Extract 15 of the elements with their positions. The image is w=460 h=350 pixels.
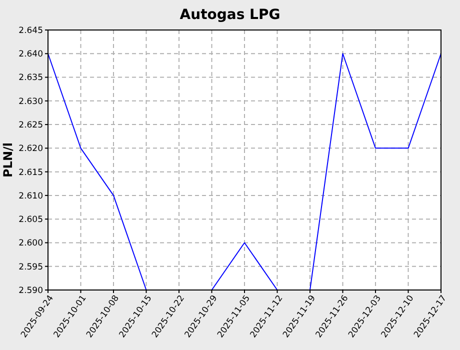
chart-title: Autogas LPG	[180, 7, 280, 23]
line-series	[48, 53, 441, 290]
y-tick-label: 2.640	[18, 50, 43, 60]
y-tick-label: 2.615	[18, 168, 43, 178]
y-tick-label: 2.620	[18, 144, 43, 154]
y-tick-label: 2.630	[18, 96, 43, 107]
y-tick-label: 2.610	[18, 191, 43, 202]
y-tick-label: 2.645	[18, 26, 43, 36]
y-tick-label: 2.635	[18, 73, 43, 84]
y-tick-label: 2.600	[18, 238, 43, 249]
y-axis-title: PLN/l	[1, 142, 15, 178]
y-tick-label: 2.590	[18, 286, 43, 296]
y-tick-label: 2.625	[18, 120, 43, 131]
y-tick-label: 2.605	[18, 215, 43, 226]
y-tick-label: 2.595	[18, 262, 43, 272]
